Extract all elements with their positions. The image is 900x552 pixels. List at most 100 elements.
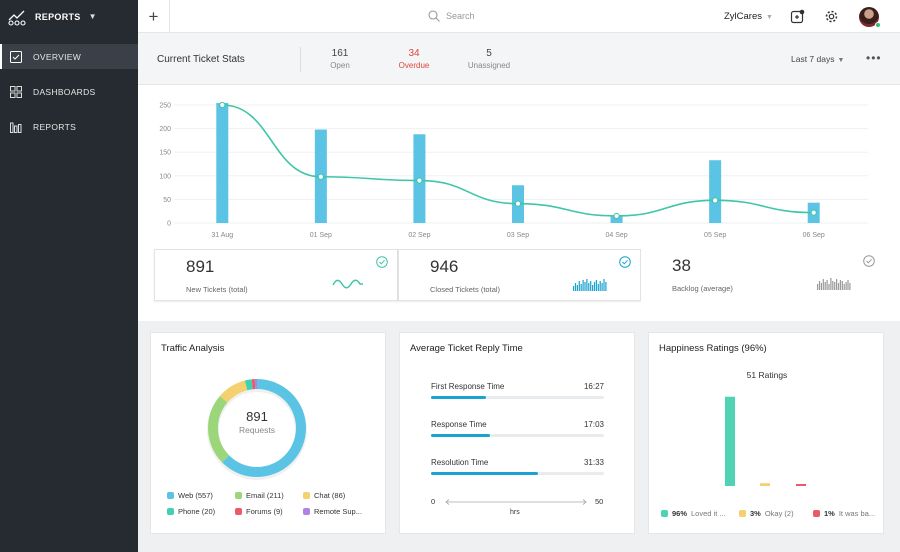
sparkline-bars-icon [817,278,851,290]
traffic-total-label: Requests [239,425,275,435]
legend-swatch [303,508,310,515]
spark-bar [843,284,845,290]
line-point [613,212,620,220]
traffic-analysis-card: Traffic Analysis 891 Requests Web (557) E… [150,332,386,534]
gear-icon[interactable] [824,9,839,24]
legend-swatch [813,510,820,517]
overdue-stat[interactable]: 34 Overdue [396,48,432,70]
legend-item[interactable]: 3% Okay (2) [739,509,794,518]
spark-bar [590,281,592,291]
legend-label: Email (211) [246,491,284,500]
donut-slice [208,379,306,477]
legend-label: Forums (9) [246,507,283,516]
donut-slice [208,379,306,477]
line-point [712,197,719,204]
spark-bar [820,283,822,290]
period-dropdown[interactable]: Last 7 days ▼ [791,54,844,64]
open-stat[interactable]: 161 Open [328,48,352,70]
spark-bar [841,281,843,290]
legend-item[interactable]: 1% It was ba... [813,509,875,518]
sidebar-item-label: OVERVIEW [33,51,82,62]
sidebar-item-label: REPORTS [33,121,77,132]
kpi-backlog[interactable]: 38 Backlog (average) [641,249,884,301]
legend-swatch [167,508,174,515]
kpi-closed-tickets[interactable]: 946 Closed Tickets (total) [398,249,641,301]
axis-min-label: 0 [431,497,436,506]
spark-bar [826,280,828,290]
rating-label: It was ba... [838,509,876,518]
app-switcher[interactable]: REPORTS ▼ [0,0,138,33]
reply-time-name: Resolution Time [431,458,489,467]
legend-item[interactable]: 96% Loved it ... [661,509,726,518]
legend-item[interactable]: Email (211) [235,491,284,500]
spark-bar [849,283,851,290]
search-placeholder: Search [446,11,475,21]
spark-bar [584,282,586,291]
spark-bar [601,283,603,291]
spark-bar [576,285,578,291]
legend-item[interactable]: Web (557) [167,491,213,500]
bar [709,160,722,223]
line-point [810,209,817,216]
period-value: Last 7 days [791,54,835,64]
y-tick-label: 50 [163,197,171,204]
y-tick-label: 0 [167,221,171,228]
spark-bar [599,281,601,291]
kpi-new-tickets[interactable]: 891 New Tickets (total) [154,249,398,301]
spark-bar [605,282,607,291]
legend-label: Remote Sup... [314,507,362,516]
spark-bar [588,283,590,291]
y-tick-label: 150 [159,150,171,157]
spark-bar [578,281,580,291]
spark-bar [847,280,849,290]
sidebar-item-overview[interactable]: OVERVIEW [0,44,138,69]
chevron-down-icon: ▼ [88,12,97,21]
org-switcher[interactable]: ZylCares ▼ [724,11,773,22]
legend-swatch [167,492,174,499]
legend-item[interactable]: Remote Sup... [303,507,362,516]
legend-item[interactable]: Phone (20) [167,507,215,516]
search-input[interactable]: Search [428,10,475,22]
ticket-stats-bar: Current Ticket Stats 161 Open 34 Overdue… [138,33,900,85]
line-point [416,177,423,184]
overview-icon [10,50,22,63]
kpi-row: 891 New Tickets (total) 946 Closed Ticke… [154,249,884,301]
avatar[interactable] [859,7,881,28]
more-options-button[interactable]: ••• [866,51,882,65]
kpi-value: 946 [430,257,459,276]
reply-time-track [431,472,604,475]
x-tick-label: 04 Sep [605,232,627,239]
rating-label: Loved it ... [691,509,726,518]
x-tick-label: 05 Sep [704,232,726,239]
reply-time-value: 31:33 [583,458,604,467]
stats-title: Current Ticket Stats [157,54,245,65]
spark-bar [839,280,841,290]
rating-percent: 1% [824,509,835,518]
x-tick-label: 03 Sep [507,232,529,239]
line-point [219,101,226,109]
legend-label: Phone (20) [178,507,216,516]
spark-bar [593,282,596,291]
unassigned-stat[interactable]: 5 Unassigned [465,48,513,70]
add-button[interactable]: + [138,0,170,33]
legend-swatch [235,508,242,515]
open-count: 161 [331,48,349,59]
y-tick-label: 250 [159,103,171,110]
legend-item[interactable]: Forums (9) [235,507,283,516]
open-label: Open [330,61,350,70]
y-tick-label: 200 [159,126,171,133]
check-circle-icon [376,256,388,268]
top-bar: + Search ZylCares ▼ [138,0,900,33]
kpi-label: New Tickets (total) [186,285,248,294]
app-title: REPORTS [35,11,81,22]
traffic-total: 891 [246,409,268,424]
reply-time-fill [431,434,490,437]
spark-bar [592,285,594,291]
reply-time-card: Average Ticket Reply Time First Response… [399,332,635,534]
sidebar-item-reports[interactable]: REPORTS [0,114,138,139]
x-tick-label: 31 Aug [211,232,233,239]
sidebar-item-dashboards[interactable]: DASHBOARDS [0,79,138,104]
legend-item[interactable]: Chat (86) [303,491,345,500]
notification-icon[interactable] [790,9,805,24]
spark-bar [595,280,597,291]
